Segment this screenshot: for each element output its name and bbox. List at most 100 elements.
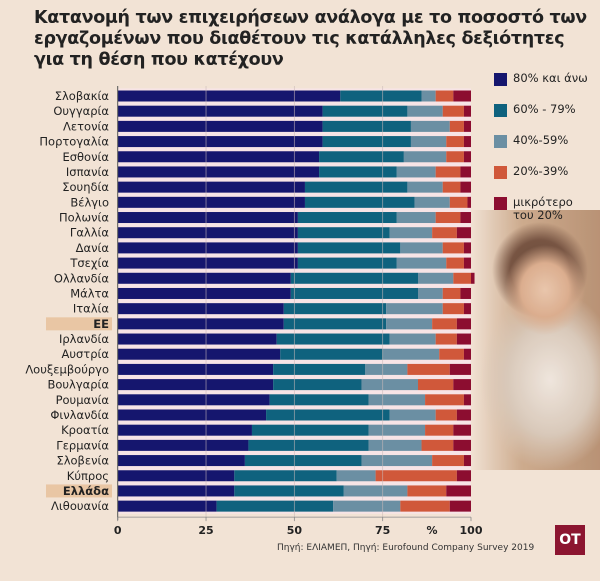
category-label: Δανία <box>76 241 110 255</box>
bar-segment <box>396 212 436 224</box>
bar-segment <box>407 181 443 193</box>
bar-segment <box>410 120 450 132</box>
bar-segment <box>117 212 298 224</box>
legend-swatch <box>494 104 507 117</box>
bar-segment <box>117 485 235 497</box>
bar-segment <box>273 363 366 375</box>
bar-segment <box>368 424 426 436</box>
bar-segment <box>456 470 471 482</box>
bar-segment <box>460 287 471 299</box>
x-tick-label: 25 <box>198 524 213 537</box>
category-label: Ιρλανδία <box>59 332 109 346</box>
category-label: Πορτογαλία <box>39 135 109 149</box>
bar-segment <box>386 303 443 315</box>
bar-segment <box>117 500 217 512</box>
bar-segment <box>453 90 471 102</box>
legend-label: μικρότερο του 20% <box>513 195 573 222</box>
bar-segment <box>463 151 471 163</box>
bar-segment <box>368 439 422 451</box>
bar-segment <box>407 363 450 375</box>
bar-segment <box>297 242 401 254</box>
bar-segment <box>442 287 461 299</box>
bar-segment <box>117 120 323 132</box>
bar-segment <box>117 318 284 330</box>
bar-segment <box>456 227 471 239</box>
bar-segment <box>449 196 468 208</box>
x-unit-label: % <box>426 524 437 537</box>
bar-segment <box>442 105 464 117</box>
bar-segment <box>117 303 284 315</box>
bar-segment <box>389 409 436 421</box>
category-label: Βέλγιο <box>70 195 109 209</box>
bar-segment <box>435 333 457 345</box>
bar-segment <box>276 333 390 345</box>
bar-segment <box>297 257 397 269</box>
bar-segment <box>421 439 454 451</box>
legend-item: 60% - 79% <box>494 103 593 117</box>
bar-segment <box>117 272 291 284</box>
bar-segment <box>117 379 274 391</box>
bar-segment <box>435 90 454 102</box>
category-label: Πολωνία <box>59 211 109 225</box>
bar-segment <box>449 363 471 375</box>
bar-segment <box>460 166 471 178</box>
bar-segment <box>117 424 252 436</box>
bar-segment <box>365 363 408 375</box>
bar-segment <box>435 409 457 421</box>
category-label: Τσεχία <box>69 256 109 270</box>
category-label: Μάλτα <box>70 286 109 300</box>
bar-segment <box>467 196 471 208</box>
chart-title: Κατανομή των επιχειρήσεων ανάλογα με το … <box>34 8 587 70</box>
bar-segment <box>386 318 433 330</box>
legend-label: 40%-59% <box>513 133 569 147</box>
bar-segment <box>297 212 397 224</box>
bar-segment <box>333 500 401 512</box>
bar-segment <box>117 439 249 451</box>
bar-segment <box>442 303 464 315</box>
bar-segment <box>463 136 471 148</box>
bar-segment <box>449 500 471 512</box>
legend-label: 60% - 79% <box>513 102 576 116</box>
bar-segment <box>248 439 369 451</box>
bar-segment <box>453 379 471 391</box>
bar-segment <box>117 242 298 254</box>
bar-segment <box>340 90 422 102</box>
category-label: Ρουμανία <box>56 393 110 407</box>
bar-segment <box>460 212 471 224</box>
bar-segment <box>439 348 464 360</box>
bar-segment <box>389 227 433 239</box>
bar-segment <box>463 257 471 269</box>
bar-segment <box>117 90 341 102</box>
bar-segment <box>400 500 450 512</box>
category-label: Ισπανία <box>66 165 109 179</box>
bar-segment <box>322 105 408 117</box>
bar-segment <box>244 455 362 467</box>
bar-segment <box>283 303 387 315</box>
category-label: Σλοβενία <box>56 454 109 468</box>
bar-segment <box>414 196 450 208</box>
bar-segment <box>304 181 408 193</box>
bar-segment <box>460 181 471 193</box>
bar-segment <box>322 120 411 132</box>
bar-segment <box>418 272 454 284</box>
category-label: Λιθουανία <box>51 499 109 513</box>
bar-segment <box>396 257 447 269</box>
bar-segment <box>336 470 376 482</box>
logo-text: OT <box>559 532 581 548</box>
bar-segment <box>117 105 323 117</box>
bar-segment <box>432 227 457 239</box>
category-label: Ελλάδα <box>63 484 109 498</box>
bar-segment <box>117 166 320 178</box>
legend-item: 80% και άνω <box>494 72 593 86</box>
category-label: Κύπρος <box>67 469 109 483</box>
bar-segment <box>234 485 344 497</box>
bar-segment <box>304 196 415 208</box>
bar-segment <box>273 379 362 391</box>
category-label: Ιταλία <box>73 302 110 316</box>
woman-photo <box>470 210 600 470</box>
bar-segment <box>446 257 464 269</box>
category-label: Λουξεμβούργο <box>25 362 109 376</box>
highlight-box <box>46 317 112 331</box>
category-label: Ολλανδία <box>54 271 110 285</box>
